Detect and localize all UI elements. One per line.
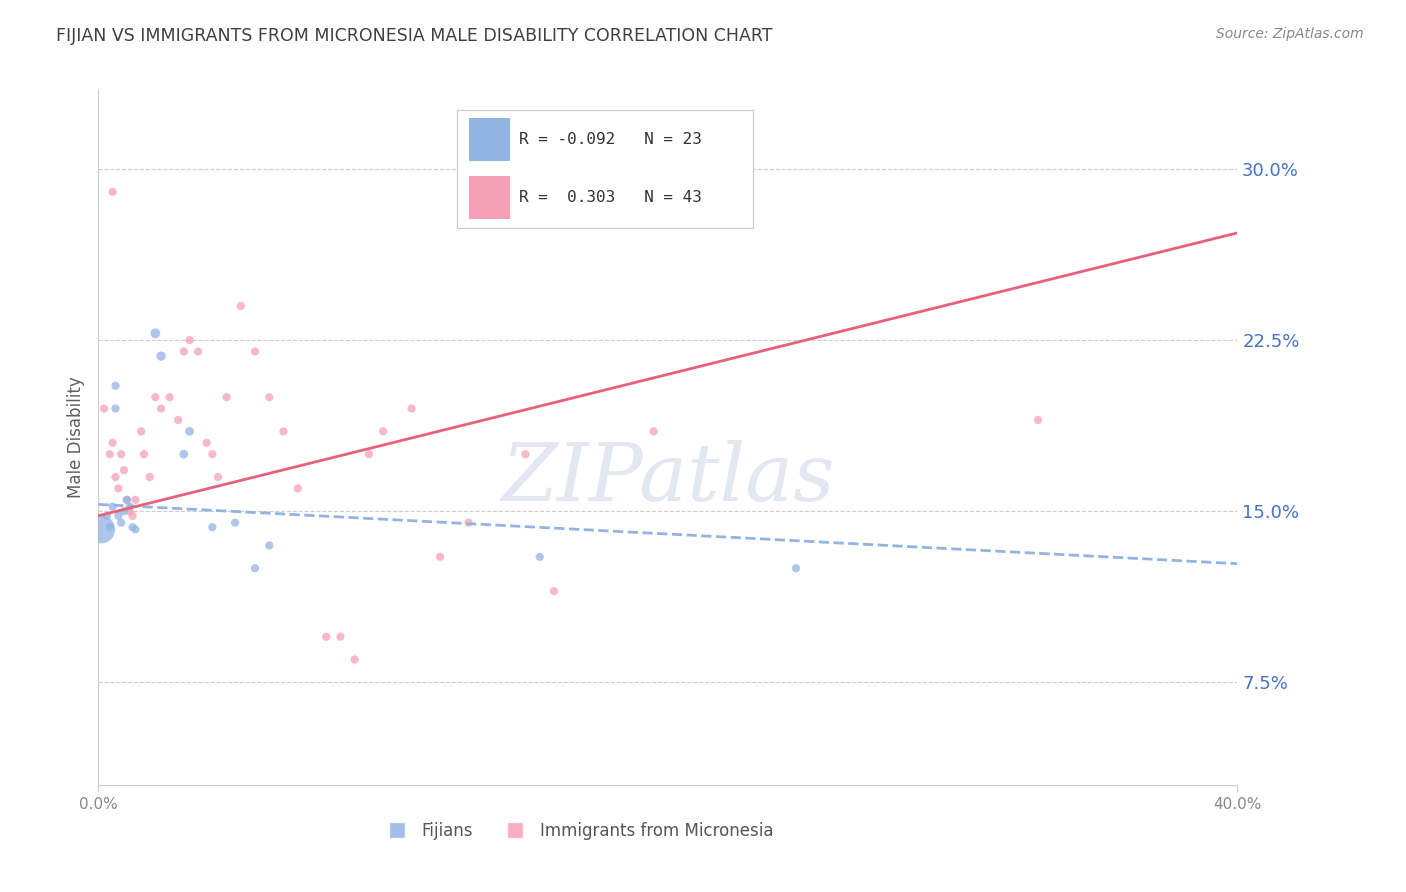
- Point: [179, 425, 201, 439]
- Point: [543, 584, 565, 599]
- Point: [101, 185, 124, 199]
- Point: [107, 482, 129, 496]
- Point: [145, 326, 167, 341]
- Point: [167, 413, 190, 427]
- Point: [93, 401, 115, 416]
- Point: [96, 508, 118, 523]
- Point: [173, 344, 195, 359]
- Point: [207, 470, 229, 484]
- Point: [243, 561, 266, 575]
- Point: [187, 344, 209, 359]
- Point: [429, 549, 451, 564]
- Text: Source: ZipAtlas.com: Source: ZipAtlas.com: [1216, 27, 1364, 41]
- Point: [138, 470, 160, 484]
- Point: [118, 504, 141, 518]
- Point: [401, 401, 423, 416]
- Point: [104, 470, 127, 484]
- Point: [121, 520, 143, 534]
- Point: [785, 561, 807, 575]
- Point: [173, 447, 195, 461]
- Point: [124, 523, 146, 537]
- Point: [215, 390, 238, 404]
- Point: [104, 401, 127, 416]
- Point: [243, 344, 266, 359]
- Point: [643, 425, 665, 439]
- Point: [329, 630, 352, 644]
- Point: [287, 482, 309, 496]
- Text: ZIPatlas: ZIPatlas: [501, 440, 835, 517]
- Point: [179, 333, 201, 347]
- Point: [112, 463, 135, 477]
- Point: [373, 425, 395, 439]
- Point: [98, 447, 121, 461]
- Point: [107, 508, 129, 523]
- Point: [159, 390, 181, 404]
- Point: [90, 523, 112, 537]
- Point: [115, 492, 138, 507]
- Point: [132, 447, 155, 461]
- Legend: Fijians, Immigrants from Micronesia: Fijians, Immigrants from Micronesia: [374, 815, 780, 847]
- Point: [457, 516, 479, 530]
- Point: [145, 390, 167, 404]
- Point: [115, 492, 138, 507]
- Point: [98, 520, 121, 534]
- Point: [118, 500, 141, 514]
- Point: [259, 390, 281, 404]
- Point: [121, 508, 143, 523]
- Point: [259, 538, 281, 552]
- Point: [515, 447, 537, 461]
- Point: [529, 549, 551, 564]
- Point: [101, 435, 124, 450]
- Point: [1026, 413, 1049, 427]
- Point: [110, 516, 132, 530]
- Point: [104, 378, 127, 392]
- Point: [129, 425, 152, 439]
- Text: FIJIAN VS IMMIGRANTS FROM MICRONESIA MALE DISABILITY CORRELATION CHART: FIJIAN VS IMMIGRANTS FROM MICRONESIA MAL…: [56, 27, 773, 45]
- Y-axis label: Male Disability: Male Disability: [66, 376, 84, 498]
- Point: [201, 447, 224, 461]
- Point: [357, 447, 380, 461]
- Point: [101, 500, 124, 514]
- Point: [315, 630, 337, 644]
- Point: [195, 435, 218, 450]
- Point: [112, 504, 135, 518]
- Point: [150, 401, 173, 416]
- Point: [229, 299, 252, 313]
- Point: [224, 516, 246, 530]
- Point: [150, 349, 173, 363]
- Point: [124, 492, 146, 507]
- Point: [343, 652, 366, 666]
- Point: [110, 447, 132, 461]
- Point: [201, 520, 224, 534]
- Point: [273, 425, 295, 439]
